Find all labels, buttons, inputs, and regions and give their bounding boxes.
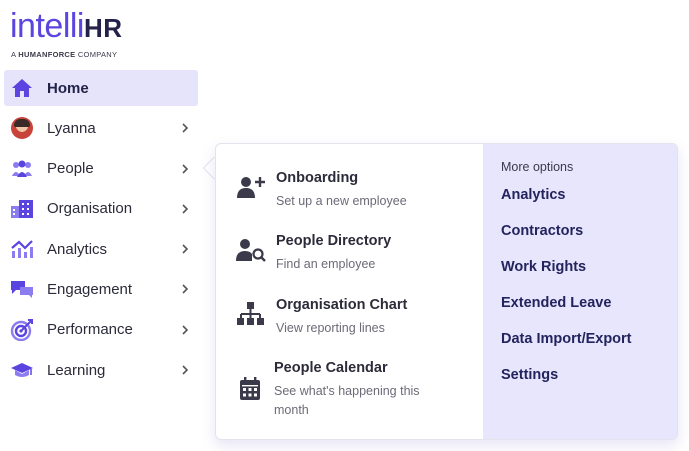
sidebar-item-label: People bbox=[47, 160, 94, 178]
more-options-link-analytics[interactable]: Analytics bbox=[501, 187, 566, 203]
chevron-right-icon bbox=[182, 325, 189, 335]
avatar bbox=[10, 117, 34, 140]
building-icon bbox=[10, 198, 34, 220]
add-user-icon bbox=[236, 174, 266, 202]
chevron-right-icon bbox=[182, 123, 189, 133]
home-icon bbox=[10, 77, 34, 99]
more-options-link-settings[interactable]: Settings bbox=[501, 367, 559, 383]
search-user-icon bbox=[236, 237, 266, 265]
flyout-item-organisation-chart[interactable]: Organisation Chart View reporting lines bbox=[236, 297, 476, 337]
sidebar-item-label: Analytics bbox=[47, 240, 108, 258]
people-icon bbox=[10, 158, 34, 180]
chevron-right-icon bbox=[182, 365, 189, 375]
logo-tagline: A HUMANFORCE COMPANY bbox=[11, 50, 118, 59]
brand-logo[interactable]: intelliHR A HUMANFORCE COMPANY bbox=[10, 8, 123, 59]
flyout-item-people-directory[interactable]: People Directory Find an employee bbox=[236, 233, 476, 273]
graduation-cap-icon bbox=[10, 359, 34, 381]
flyout-item-description: Set up a new employee bbox=[276, 194, 407, 208]
sidebar-item-label: Engagement bbox=[47, 280, 133, 298]
sidebar-item-engagement[interactable]: Engagement bbox=[4, 271, 198, 307]
org-chart-icon bbox=[236, 301, 266, 329]
target-icon bbox=[10, 318, 34, 341]
sidebar-nav: Home Lyanna People bbox=[4, 70, 198, 392]
sidebar-item-profile[interactable]: Lyanna bbox=[4, 110, 198, 146]
flyout-item-title: People Directory bbox=[276, 233, 392, 249]
more-options-link-data-import-export[interactable]: Data Import/Export bbox=[501, 331, 632, 347]
sidebar-item-analytics[interactable]: Analytics bbox=[4, 231, 198, 267]
more-options-panel: More options Analytics Contractors Work … bbox=[483, 144, 677, 439]
sidebar-item-learning[interactable]: Learning bbox=[4, 352, 198, 388]
flyout-item-title: Organisation Chart bbox=[276, 297, 408, 313]
flyout-item-description: View reporting lines bbox=[276, 321, 385, 335]
more-options-link-extended-leave[interactable]: Extended Leave bbox=[501, 295, 612, 311]
sidebar-item-label: Lyanna bbox=[47, 119, 96, 137]
chat-icon bbox=[10, 278, 34, 300]
flyout-item-description: See what's happening this month bbox=[274, 384, 420, 417]
analytics-icon bbox=[10, 238, 34, 260]
flyout-primary-options: Onboarding Set up a new employee People … bbox=[216, 144, 483, 439]
sidebar-item-organisation[interactable]: Organisation bbox=[4, 191, 198, 227]
sidebar-item-label: Home bbox=[47, 79, 89, 97]
people-flyout-menu: Onboarding Set up a new employee People … bbox=[215, 143, 678, 440]
sidebar-item-performance[interactable]: Performance bbox=[4, 312, 198, 348]
sidebar-item-people[interactable]: People bbox=[4, 151, 198, 187]
chevron-right-icon bbox=[182, 164, 189, 174]
chevron-right-icon bbox=[182, 284, 189, 295]
logo-wordmark: intelliHR bbox=[10, 7, 123, 45]
more-options-link-contractors[interactable]: Contractors bbox=[501, 223, 584, 239]
flyout-item-onboarding[interactable]: Onboarding Set up a new employee bbox=[236, 170, 476, 210]
flyout-item-title: Onboarding bbox=[276, 170, 359, 186]
flyout-item-description: Find an employee bbox=[276, 257, 376, 271]
more-options-heading: More options bbox=[501, 160, 574, 174]
sidebar-item-label: Organisation bbox=[47, 200, 133, 218]
chevron-right-icon bbox=[182, 204, 189, 214]
flyout-item-title: People Calendar bbox=[274, 360, 388, 376]
more-options-link-work-rights[interactable]: Work Rights bbox=[501, 259, 587, 275]
flyout-item-people-calendar[interactable]: People Calendar See what's happening thi… bbox=[236, 360, 476, 422]
sidebar-item-home[interactable]: Home bbox=[4, 70, 198, 106]
calendar-icon bbox=[236, 376, 266, 404]
sidebar-item-label: Learning bbox=[47, 361, 106, 379]
sidebar-item-label: Performance bbox=[47, 321, 133, 339]
chevron-right-icon bbox=[182, 244, 189, 254]
